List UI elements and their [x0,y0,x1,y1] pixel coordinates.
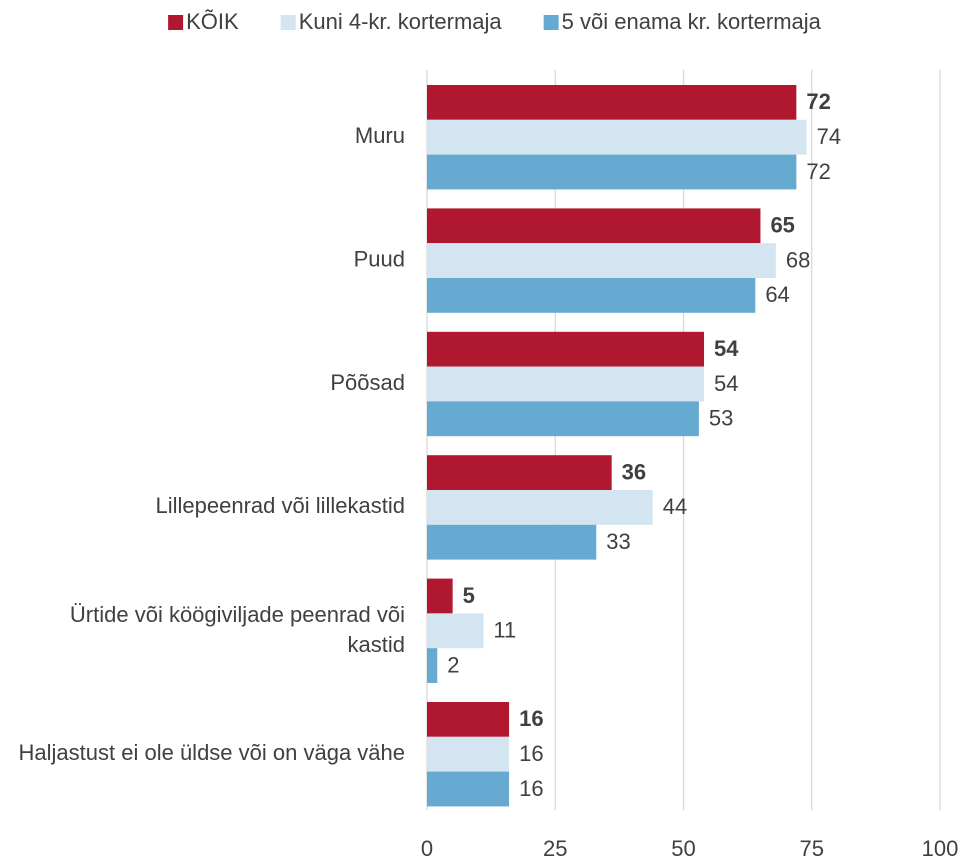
bar [427,366,705,402]
bar [427,771,510,807]
bar [427,578,453,614]
legend-label: KÕIK [186,9,239,34]
bar [427,85,797,120]
data-label: 53 [709,406,733,431]
bar [427,154,797,190]
bar [427,119,807,155]
x-tick-label: 100 [922,836,959,861]
x-tick-label: 0 [421,836,433,861]
legend-swatch [543,15,559,30]
data-label: 54 [714,336,739,361]
y-tick-label: Lillepeenrad või lillekastid [156,493,405,518]
legend-label: 5 või enama kr. kortermaja [562,9,822,34]
bar [427,613,484,649]
data-label: 72 [806,159,830,184]
bar [427,331,705,367]
x-tick-label: 50 [671,836,695,861]
y-tick-label: Muru [355,123,405,148]
data-label: 44 [663,494,687,519]
y-tick-label: Põõsad [330,370,405,395]
data-label: 54 [714,371,738,396]
data-label: 74 [817,124,841,149]
y-tick-label: Ürtide või köögiviljade peenrad või kasti… [70,602,405,657]
data-label: 2 [447,652,459,677]
data-label: 68 [786,247,810,272]
bar [427,648,438,683]
data-label: 16 [519,776,543,801]
x-tick-label: 75 [800,836,824,861]
data-label: 36 [622,459,646,484]
legend-swatch [168,15,184,30]
bar [427,401,699,437]
bar [427,524,597,560]
data-label: 16 [519,706,543,731]
data-label: 72 [806,89,830,114]
data-label: 64 [765,282,789,307]
bar [427,208,761,244]
data-label: 16 [519,741,543,766]
bar [427,736,510,772]
y-tick-label: Haljastust ei ole üldse või on väga vähe [19,740,405,765]
bar [427,278,756,313]
bar [427,702,510,737]
legend-swatch [280,15,296,30]
x-tick-label: 25 [543,836,567,861]
data-label: 5 [463,583,475,608]
data-label: 33 [606,529,630,554]
bar [427,490,653,525]
data-label: 11 [493,618,516,643]
bar [427,455,612,490]
bar [427,243,776,278]
y-tick-label: Puud [354,246,405,271]
legend-label: Kuni 4-kr. kortermaja [299,9,503,34]
data-label: 65 [770,213,794,238]
